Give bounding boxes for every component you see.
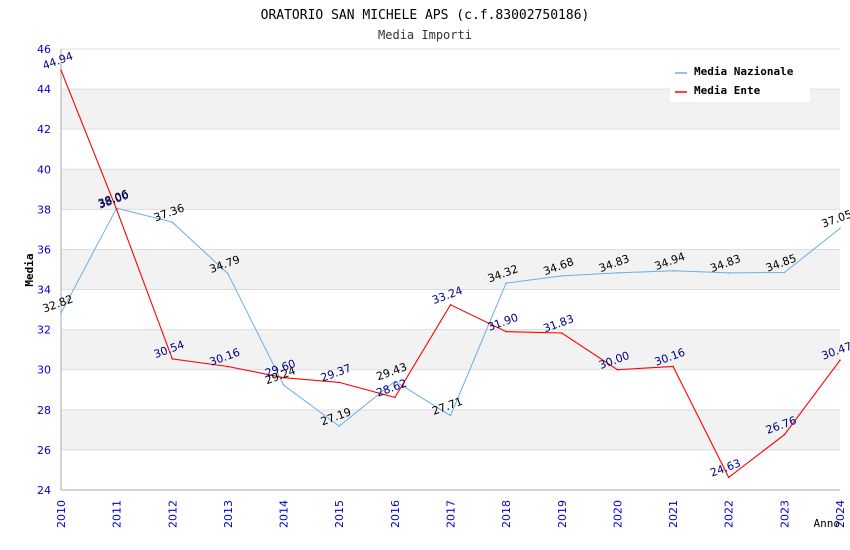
y-tick-label: 44 [37, 83, 51, 96]
x-tick-label: 2012 [166, 500, 179, 528]
x-tick-label: 2017 [445, 500, 458, 528]
grid-lines [60, 48, 840, 491]
data-point [449, 303, 452, 306]
data-point [449, 414, 452, 417]
data-label: 24.63 [708, 457, 742, 480]
y-tick-label: 40 [37, 163, 51, 176]
y-tick-label: 28 [37, 404, 51, 417]
data-point [560, 275, 563, 277]
band-34 [61, 249, 840, 290]
data-point [60, 312, 62, 314]
x-tick-label: 2018 [500, 500, 513, 528]
y-tick-label: 36 [37, 243, 51, 256]
x-tick-label: 2016 [389, 500, 402, 528]
background-bands [61, 89, 840, 450]
data-point [505, 282, 507, 284]
x-tick-label: 2011 [111, 500, 124, 528]
data-point [560, 332, 563, 334]
y-tick-label: 34 [37, 284, 51, 297]
x-tick-label: 2023 [778, 500, 791, 528]
y-tick-label: 26 [37, 444, 51, 457]
y-tick-label: 32 [37, 324, 51, 337]
data-point [227, 272, 229, 275]
data-point [727, 476, 730, 479]
x-tick-label: 2015 [333, 500, 346, 528]
x-axis-label: Anno [814, 517, 841, 530]
series-line-nazionale [60, 207, 841, 427]
y-tick-label: 38 [37, 203, 51, 216]
data-point [115, 208, 118, 211]
y-axis-ticks: 24 26 28 30 32 34 36 38 40 42 44 46 [37, 43, 51, 497]
x-tick-label: 2020 [611, 500, 624, 528]
x-tick-label: 2019 [556, 500, 569, 528]
data-point [171, 221, 174, 223]
data-point [505, 330, 507, 333]
x-tick-label: 2024 [834, 500, 847, 528]
x-tick-label: 2013 [222, 500, 235, 528]
legend-label-ente: Media Ente [694, 84, 761, 97]
data-point [282, 376, 285, 379]
x-axis-ticks: 2010 2011 2012 2013 2014 2015 2016 2017 2018 2019… [55, 500, 847, 528]
x-tick-label: 2014 [278, 500, 291, 528]
y-tick-label: 24 [37, 484, 51, 497]
data-point [727, 272, 730, 274]
data-point [616, 368, 619, 371]
x-tick-label: 2021 [667, 500, 680, 528]
data-point [783, 433, 786, 436]
band-26 [61, 409, 840, 450]
legend: Media Nazionale Media Ente [670, 60, 810, 102]
data-point [227, 365, 229, 368]
chart-subtitle: Media Importi [378, 28, 472, 42]
data-point [839, 227, 841, 230]
y-tick-label: 46 [37, 43, 51, 56]
data-point [616, 272, 619, 274]
data-point [394, 380, 396, 382]
data-point [672, 269, 674, 272]
series-lines [60, 69, 841, 479]
legend-box [670, 60, 810, 102]
data-point [338, 425, 341, 427]
x-tick-label: 2022 [723, 500, 736, 528]
chart-title: ORATORIO SAN MICHELE APS (c.f.8300275018… [261, 8, 590, 23]
y-tick-label: 42 [37, 123, 51, 136]
data-label: 37.05 [820, 208, 850, 231]
data-point [839, 359, 841, 362]
data-point [338, 381, 341, 384]
data-point [783, 271, 786, 274]
data-point [282, 384, 285, 386]
data-point [171, 358, 174, 360]
data-point [672, 365, 674, 368]
band-30 [61, 329, 840, 370]
data-point [394, 396, 396, 399]
y-axis-label: Media [23, 253, 36, 286]
legend-label-nazionale: Media Nazionale [694, 65, 794, 78]
band-38 [61, 169, 840, 210]
y-tick-label: 30 [37, 364, 51, 377]
x-tick-label: 2010 [55, 500, 68, 528]
data-point [60, 69, 62, 72]
